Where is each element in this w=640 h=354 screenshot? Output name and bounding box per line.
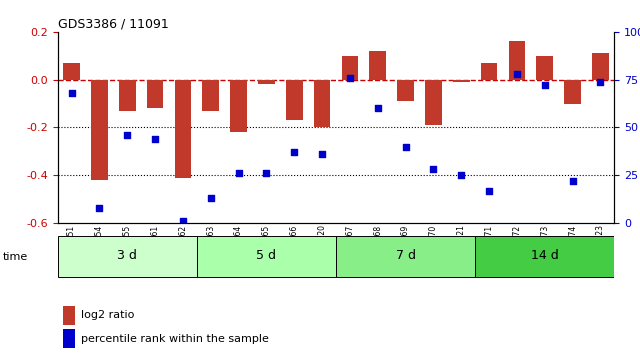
Point xyxy=(289,149,300,155)
Bar xyxy=(592,53,609,80)
Bar xyxy=(119,80,136,111)
Bar xyxy=(509,41,525,80)
Point xyxy=(484,188,494,193)
FancyBboxPatch shape xyxy=(58,236,197,278)
Point xyxy=(234,171,244,176)
Point xyxy=(401,144,411,149)
Bar xyxy=(397,80,414,101)
Bar xyxy=(342,56,358,80)
Point xyxy=(67,90,77,96)
Text: 5 d: 5 d xyxy=(257,249,276,262)
Point xyxy=(568,178,578,184)
Bar xyxy=(536,56,553,80)
FancyBboxPatch shape xyxy=(475,236,614,278)
Bar xyxy=(314,80,330,127)
Bar xyxy=(286,80,303,120)
Text: 14 d: 14 d xyxy=(531,249,559,262)
Point xyxy=(317,152,327,157)
Point xyxy=(122,132,132,138)
Point xyxy=(150,136,160,142)
Bar xyxy=(63,63,80,80)
Point xyxy=(345,75,355,81)
Bar xyxy=(425,80,442,125)
Bar xyxy=(63,306,76,325)
Bar xyxy=(91,80,108,180)
Bar xyxy=(258,80,275,84)
Point xyxy=(512,71,522,77)
Point xyxy=(595,79,605,84)
Bar xyxy=(481,63,497,80)
Bar xyxy=(230,80,247,132)
Text: 7 d: 7 d xyxy=(396,249,415,262)
FancyBboxPatch shape xyxy=(197,236,336,278)
Bar xyxy=(369,51,386,80)
Point xyxy=(94,205,104,211)
Text: GDS3386 / 11091: GDS3386 / 11091 xyxy=(58,18,168,31)
Point xyxy=(428,167,438,172)
Bar xyxy=(63,329,76,348)
Point xyxy=(540,82,550,88)
Bar xyxy=(453,80,470,82)
Point xyxy=(205,195,216,201)
Text: 3 d: 3 d xyxy=(117,249,137,262)
Text: percentile rank within the sample: percentile rank within the sample xyxy=(81,333,269,344)
Text: log2 ratio: log2 ratio xyxy=(81,310,134,320)
Bar xyxy=(202,80,219,111)
Point xyxy=(372,105,383,111)
FancyBboxPatch shape xyxy=(336,236,475,278)
Point xyxy=(178,218,188,224)
Bar xyxy=(564,80,581,103)
Point xyxy=(261,171,271,176)
Bar xyxy=(147,80,163,108)
Text: time: time xyxy=(3,252,28,262)
Point xyxy=(456,172,467,178)
Bar xyxy=(175,80,191,178)
